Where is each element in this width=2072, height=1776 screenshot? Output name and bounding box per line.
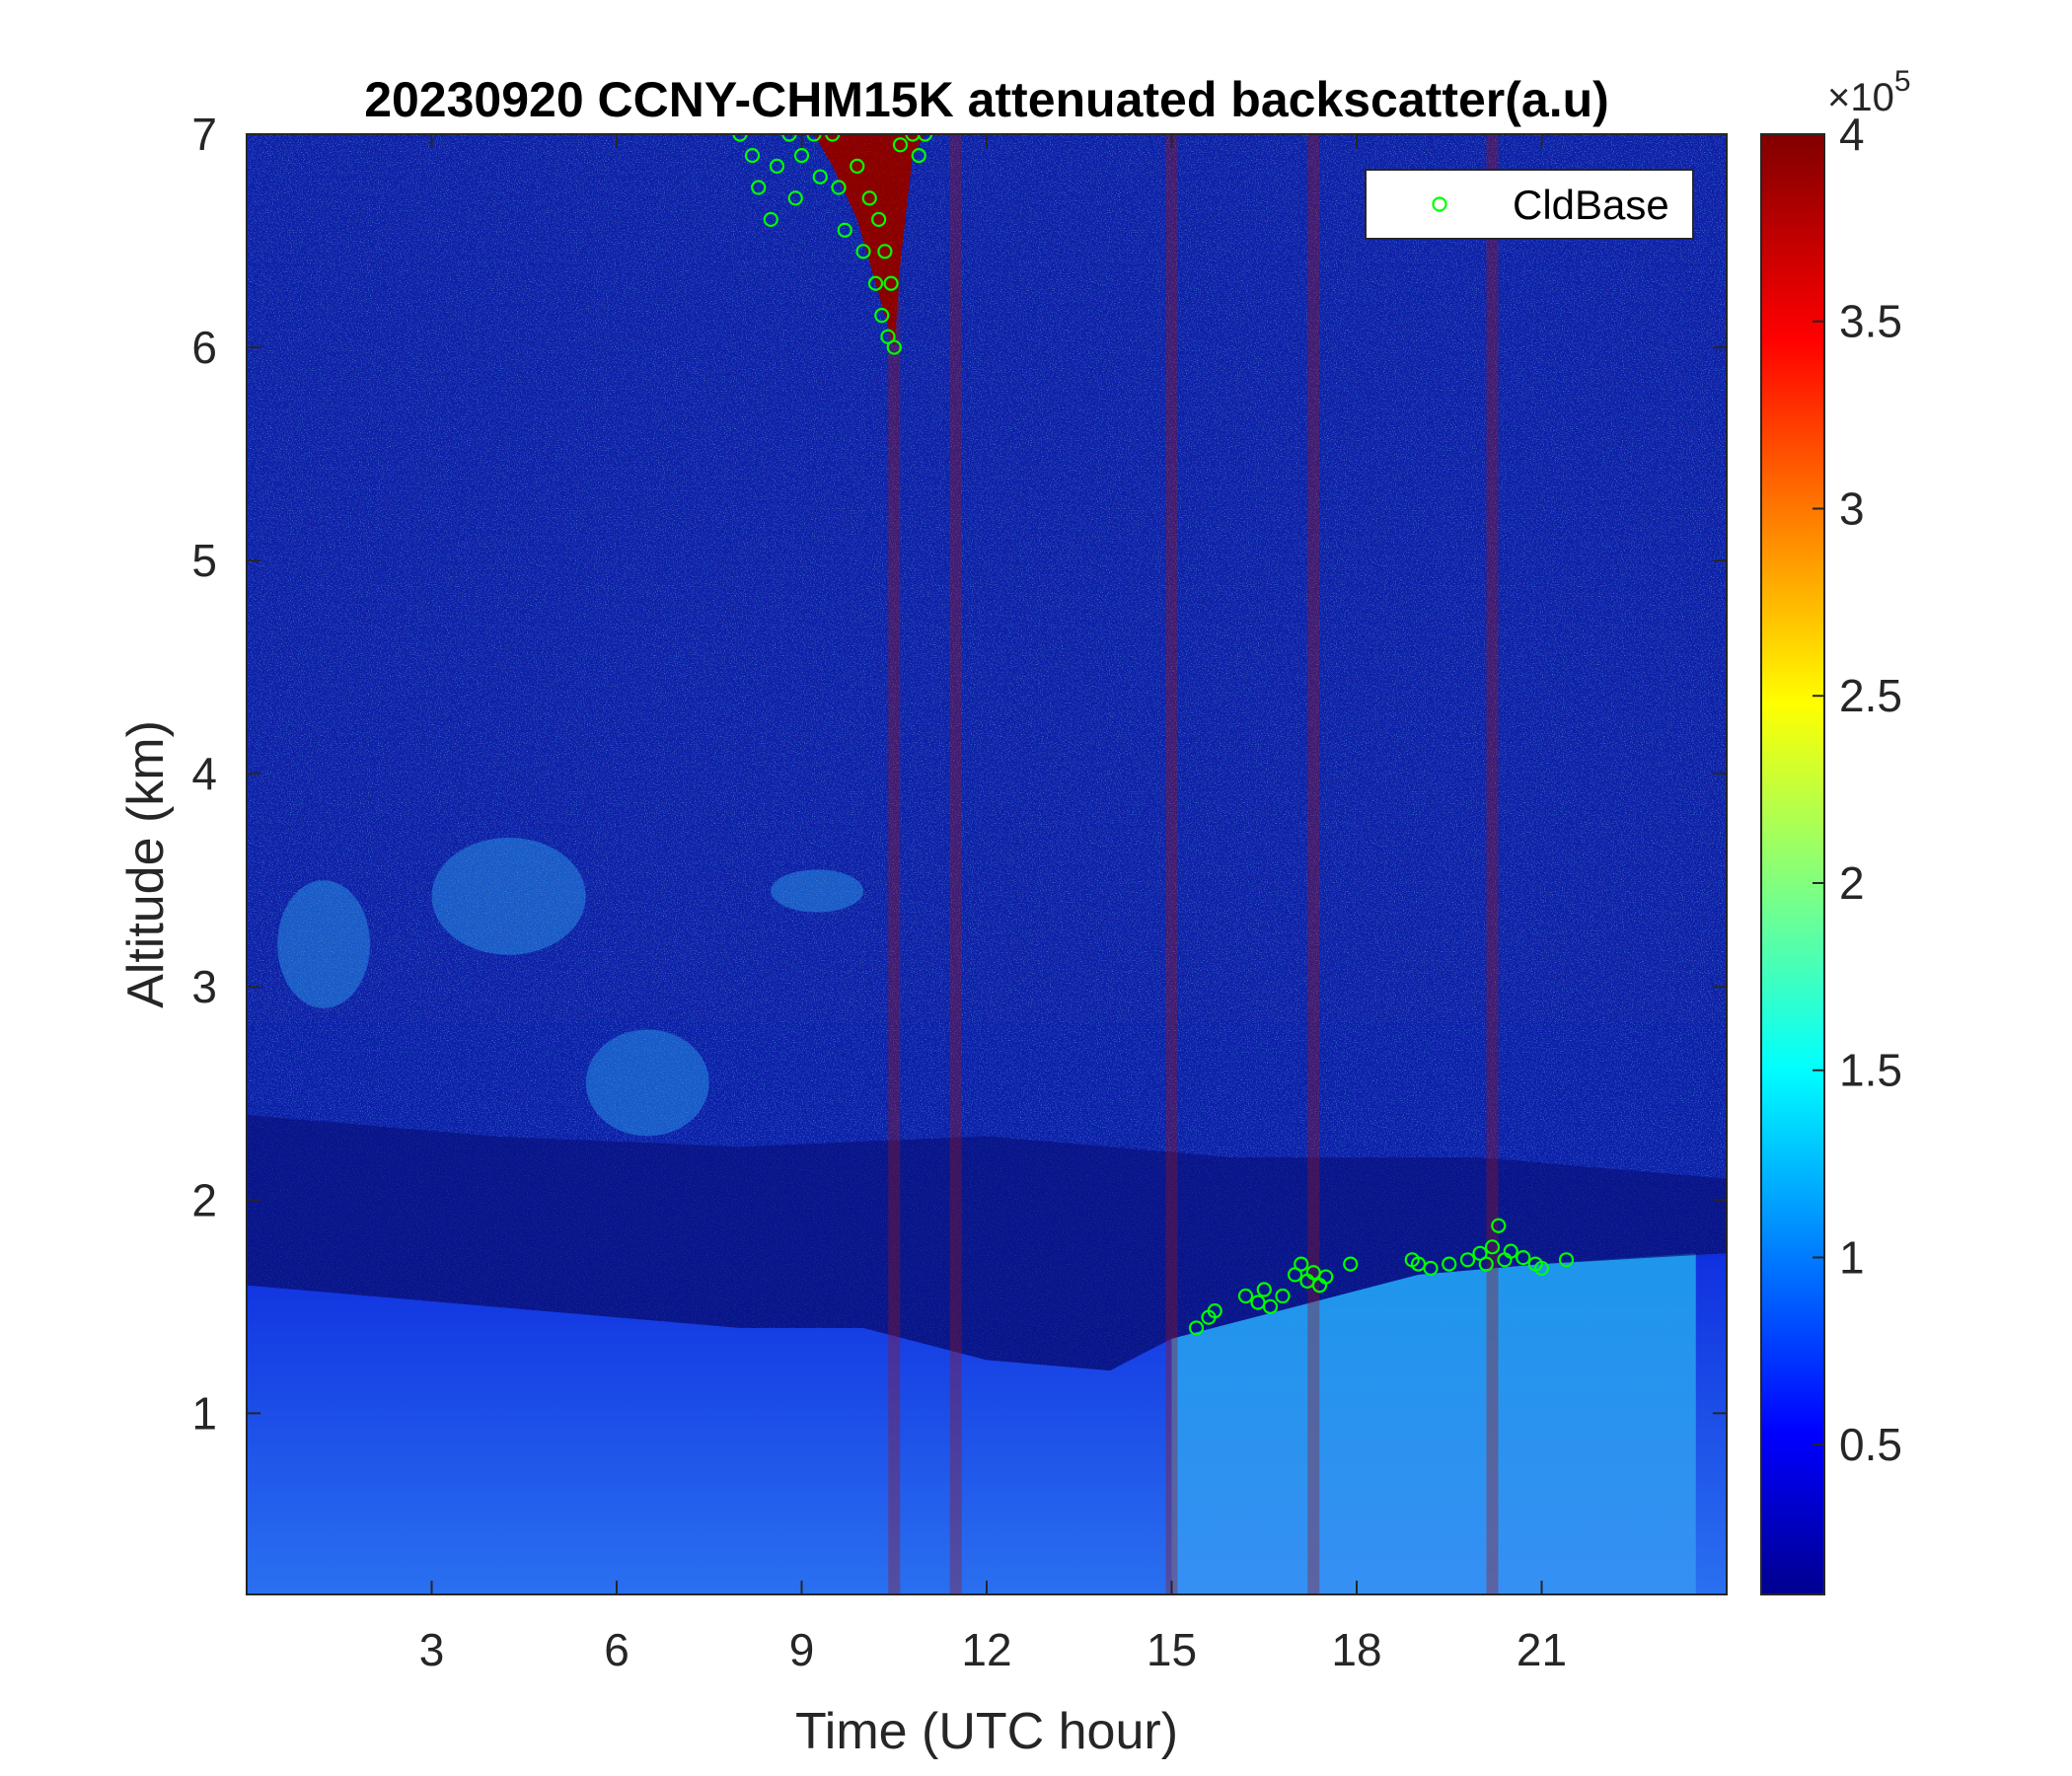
cldbase-point: [905, 134, 921, 142]
cldbase-point: [1484, 1239, 1501, 1255]
cldbase-point: [1275, 1288, 1291, 1304]
cldbase-point: [850, 158, 865, 175]
cldbase-point: [883, 275, 899, 291]
mixed-layer-region: [1171, 1253, 1696, 1594]
cldbase-point: [867, 275, 884, 291]
y-tick-label: 7: [191, 109, 217, 160]
cldbase-point: [793, 148, 810, 164]
cldbase-point: [769, 158, 785, 175]
residual-layer-region: [247, 1114, 1727, 1371]
cldbase-point: [1188, 1320, 1205, 1336]
y-tick-label: 5: [191, 535, 217, 586]
cldbase-point: [1442, 1256, 1457, 1272]
cldbase-point: [763, 211, 778, 228]
cldbase-point: [911, 148, 926, 164]
colorbar-tick-label: 1.5: [1839, 1045, 1902, 1096]
aerosol-layer-4: [585, 1029, 709, 1137]
legend: CldBase: [1365, 169, 1694, 240]
cldbase-series: [732, 134, 1575, 1336]
cldbase-point: [812, 169, 828, 185]
cldbase-point: [874, 308, 890, 324]
red-noise-layer: [247, 134, 1727, 1022]
y-tick-label: 1: [191, 1387, 217, 1439]
y-axis-label: Altitude (km): [117, 720, 175, 1008]
legend-label-cldbase: CldBase: [1513, 182, 1669, 228]
cldbase-point: [751, 180, 767, 195]
cldbase-point: [1533, 1260, 1550, 1277]
colorbar: 0.5 1 1.5 2 2.5 3 3.5 4 ×105: [1760, 65, 1911, 1595]
x-tick-label: 18: [1331, 1624, 1381, 1675]
cldbase-point: [871, 211, 887, 228]
colorbar-tick-label: 3.5: [1839, 296, 1902, 347]
cldbase-point: [1294, 1256, 1309, 1272]
cldbase-point: [892, 137, 909, 153]
y-tick-label: 3: [191, 961, 217, 1012]
cldbase-point: [1459, 1252, 1476, 1268]
colorbar-tick-label: 4: [1839, 109, 1865, 160]
cldbase-point: [806, 134, 822, 142]
cldbase-point: [1503, 1243, 1518, 1259]
cldbase-point: [1478, 1256, 1494, 1272]
x-tick-label: 21: [1517, 1624, 1567, 1675]
y-axis: 1 2 3 4 5 6 7: [191, 109, 1727, 1439]
x-tick-label: 12: [961, 1624, 1011, 1675]
x-tick-label: 9: [789, 1624, 815, 1675]
cldbase-point: [1558, 1252, 1575, 1268]
cldbase-point: [781, 134, 797, 142]
y-tick-label: 6: [191, 322, 217, 373]
cldbase-point: [855, 244, 871, 259]
cldbase-point: [732, 134, 748, 142]
cldbase-point: [1262, 1298, 1279, 1314]
cldbase-point: [837, 222, 852, 238]
cldbase-point: [1256, 1282, 1272, 1297]
cldbase-point: [744, 148, 761, 164]
cldbase-point: [787, 190, 803, 206]
cldbase-point: [1207, 1303, 1222, 1319]
colorbar-tick-label: 2: [1839, 857, 1865, 909]
x-axis-label: Time (UTC hour): [795, 1703, 1178, 1760]
plot-area: [247, 134, 1727, 1594]
y-tick-label: 2: [191, 1174, 217, 1225]
y-tick-label: 4: [191, 748, 217, 799]
cldbase-point: [1343, 1256, 1359, 1272]
cldbase-point: [1516, 1250, 1531, 1266]
cldbase-point: [825, 134, 841, 142]
chart-title: 20230920 CCNY-CHM15K attenuated backscat…: [364, 72, 1609, 127]
x-tick-label: 6: [604, 1624, 629, 1675]
colorbar-tick-label: 3: [1839, 482, 1865, 534]
legend-marker-cldbase: [1432, 196, 1447, 212]
colorbar-tick-label: 2.5: [1839, 670, 1902, 721]
cldbase-point: [1318, 1269, 1334, 1285]
x-axis: 3 6 9 12 15 18 21: [419, 134, 1567, 1675]
colorbar-exponent: ×105: [1827, 65, 1911, 119]
x-tick-label: 15: [1147, 1624, 1197, 1675]
cldbase-point: [1423, 1260, 1439, 1277]
colorbar-tick-label: 0.5: [1839, 1419, 1902, 1470]
cldbase-point: [877, 244, 893, 259]
cldbase-point: [831, 180, 847, 195]
cldbase-point: [1491, 1218, 1507, 1233]
colorbar-gradient: [1760, 133, 1825, 1595]
cldbase-point: [1237, 1288, 1254, 1304]
legend-box: [1365, 169, 1694, 240]
cldbase-point: [861, 190, 877, 206]
cldbase-point: [917, 134, 933, 142]
cldbase-point: [886, 339, 902, 355]
x-tick-label: 3: [419, 1624, 445, 1675]
colorbar-tick-label: 1: [1839, 1231, 1865, 1283]
